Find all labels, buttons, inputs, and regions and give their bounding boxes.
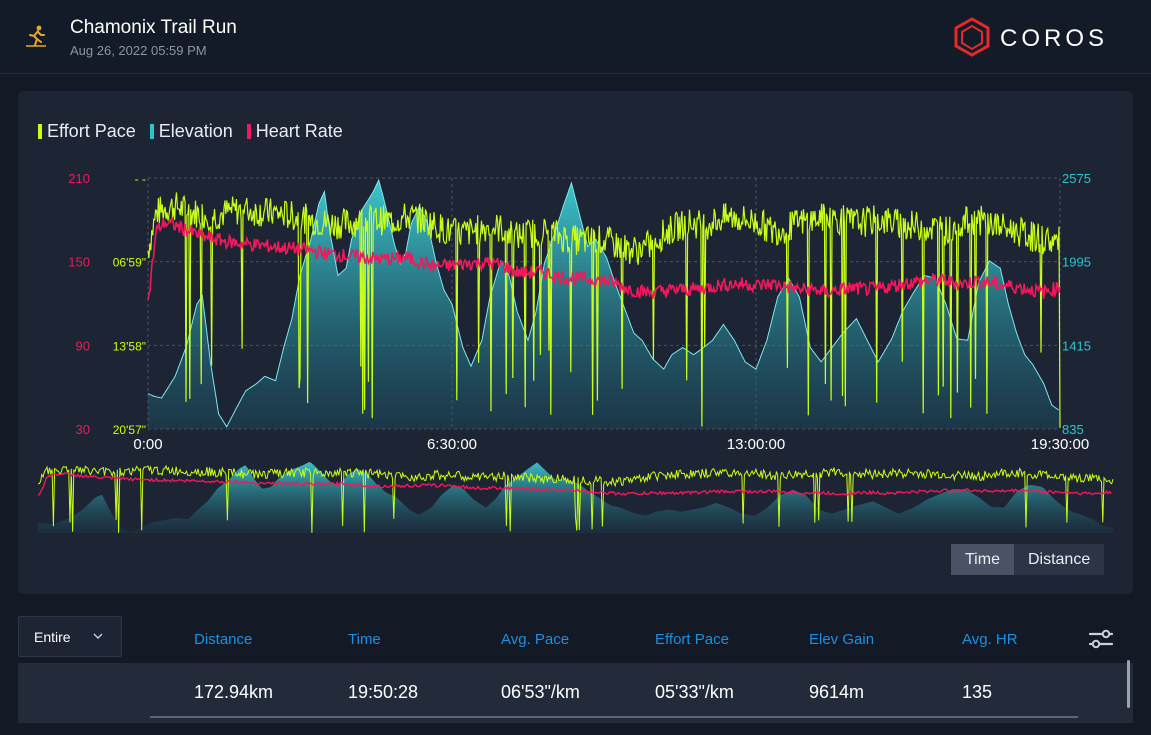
time-toggle-button[interactable]: Time [951,544,1014,575]
range-dropdown[interactable]: Entire [18,616,122,657]
stat-value-time: 19:50:28 [348,682,419,702]
elev-axis-tick: 1995 [1062,255,1091,270]
legend-swatch [246,124,251,139]
coros-logo: COROS [954,17,1108,57]
time-axis-tick: 19:30:00 [1031,436,1089,453]
stat-value-avg-hr: 135 [962,682,993,702]
time-axis-tick: 6:30:00 [427,436,477,453]
activity-chart[interactable]: 210 150 90 30 - - 06'59" 13'58" 20'57" 2575 1995 1… [18,91,1133,594]
legend-heart-rate[interactable]: Heart Rate [246,121,343,142]
overview-effort-pace-line [37,464,1114,533]
pace-axis-tick: 20'57" [113,423,146,437]
elev-axis-tick: 835 [1062,422,1084,437]
legend-swatch [38,124,42,139]
overview-plot[interactable] [37,462,1114,533]
legend-effort-pace[interactable]: Effort Pace [38,121,136,142]
hr-axis-tick: 30 [76,422,90,437]
pace-axis-tick: 06'59" [113,256,146,270]
activity-date: Aug 26, 2022 05:59 PM [70,43,207,58]
legend-label: Effort Pace [47,121,136,141]
stat-header-effort-pace: Effort Pace [655,631,729,648]
distance-toggle-button[interactable]: Distance [1013,544,1105,575]
chart-card: Effort Pace Elevation Heart Rate 210 150 9… [18,91,1133,594]
effort-pace-line [147,192,1061,428]
vertical-scrollbar[interactable] [1127,660,1130,708]
elevation-area [148,180,1060,429]
pace-axis-tick: 13'58" [113,339,146,353]
range-dropdown-value: Entire [34,628,71,645]
time-axis-tick: 13:00:00 [727,436,785,453]
elevation-line [147,178,1059,428]
row-divider [150,716,1078,718]
hr-axis-tick: 90 [76,338,90,353]
hr-axis-tick: 150 [68,255,90,270]
chart-legend: Effort Pace Elevation Heart Rate [38,121,343,142]
axis-mode-toggle: Time Distance [951,544,1105,575]
legend-elevation[interactable]: Elevation [149,121,233,142]
stat-header-distance: Distance [194,631,253,648]
legend-label: Heart Rate [255,121,343,141]
trail-run-icon [26,25,46,47]
stat-value-avg-pace: 06'53"/km [501,682,580,702]
stat-header-avg-pace: Avg. Pace [501,631,570,648]
stat-value-elev-gain: 9614m [809,682,865,702]
pace-axis-tick: - - [135,172,146,186]
coros-wordmark: COROS [1000,25,1108,52]
elev-axis-tick: 1415 [1062,338,1091,353]
overview-heart-rate-line [37,472,1112,497]
legend-swatch [149,124,154,139]
main-plot [147,178,1061,429]
overview-elevation-area [38,462,1113,533]
stat-header-time: Time [348,631,381,648]
legend-label: Elevation [158,121,233,141]
heart-rate-line [147,216,1061,301]
chart-axes: 210 150 90 30 - - 06'59" 13'58" 20'57" 2575 1995 1… [68,171,1091,453]
stat-value-distance: 172.94km [194,682,274,702]
time-axis-tick: 0:00 [133,436,162,453]
hr-axis-tick: 210 [68,171,90,186]
chevron-down-icon [93,633,103,639]
activity-title: Chamonix Trail Run [70,17,237,38]
stat-header-avg-hr: Avg. HR [962,631,1018,648]
elev-axis-tick: 2575 [1062,171,1091,186]
stats-row [18,663,1133,723]
settings-sliders-icon[interactable] [1087,627,1115,651]
activity-header: Chamonix Trail Run Aug 26, 2022 05:59 PM… [0,0,1151,74]
stat-header-elev-gain: Elev Gain [809,631,875,648]
stat-value-effort-pace: 05'33"/km [655,682,734,702]
